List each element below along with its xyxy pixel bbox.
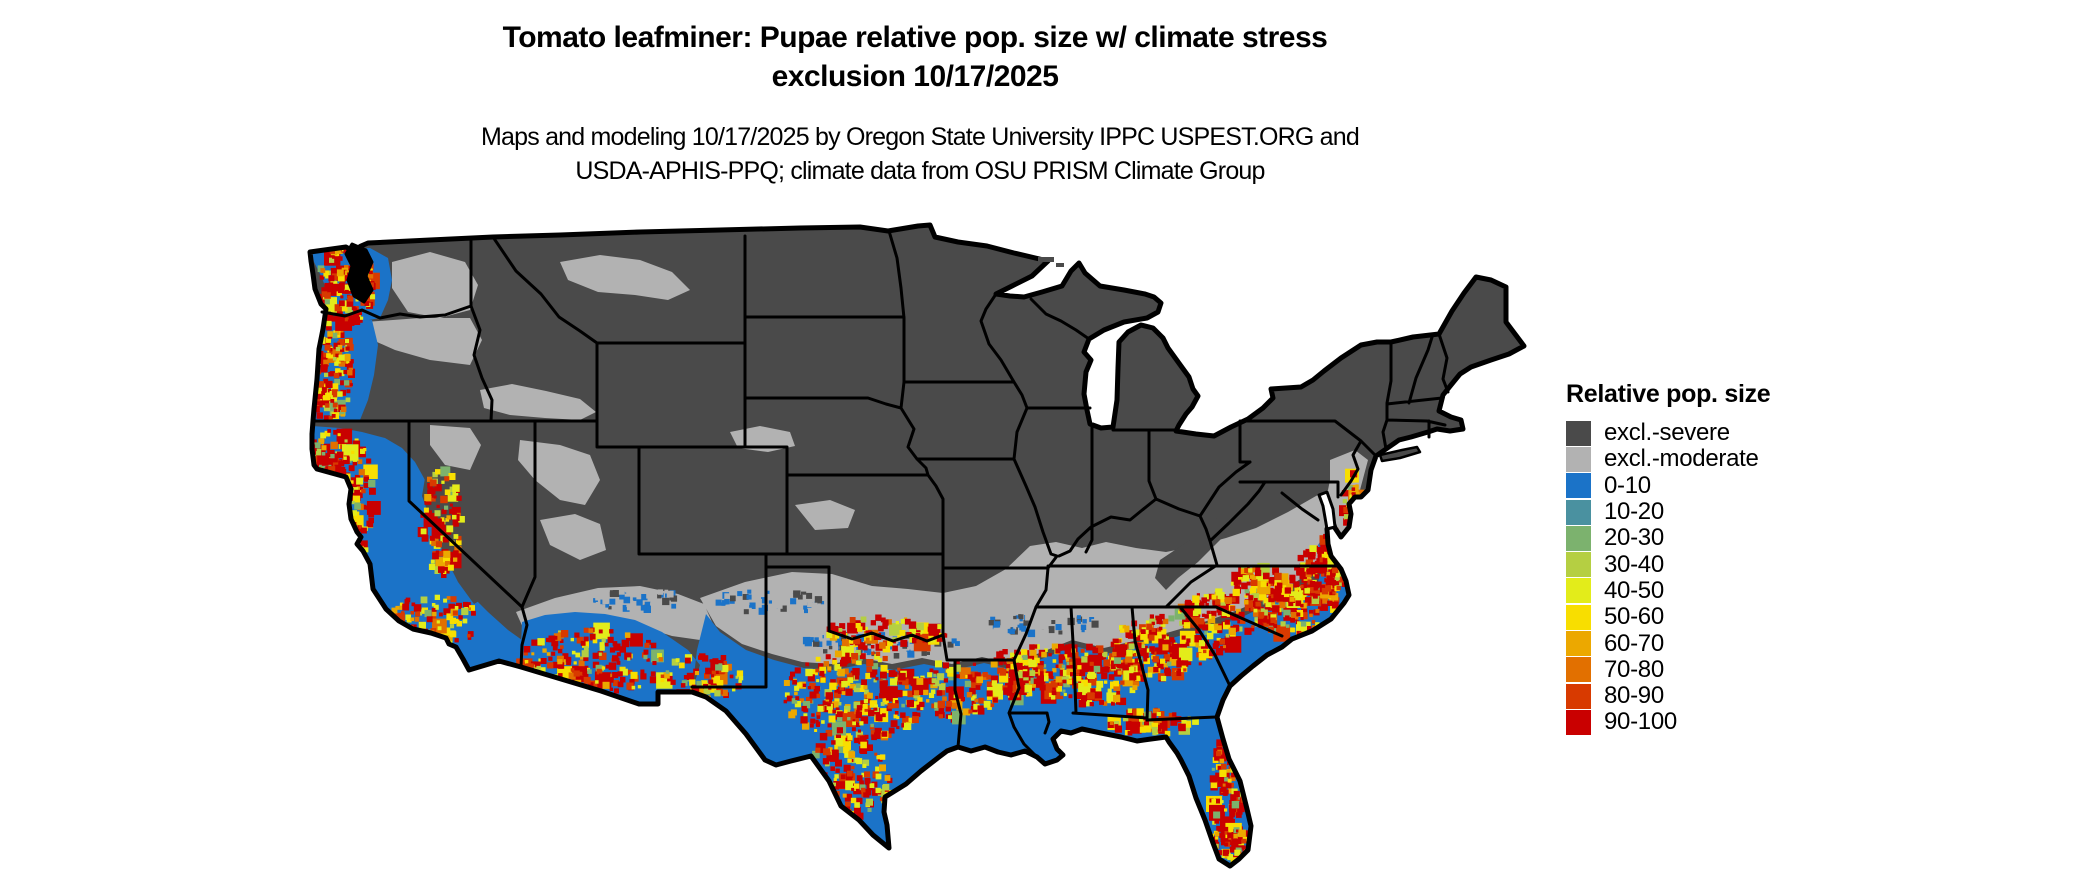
legend-swatch-p80 xyxy=(1566,683,1591,709)
legend: Relative pop. size excl.-severe excl.-mod… xyxy=(1566,380,1886,736)
region-low-population xyxy=(310,248,1349,866)
legend-label-p10: 10-20 xyxy=(1604,498,1664,526)
legend-label-p70: 70-80 xyxy=(1604,655,1664,683)
chesapeake-bay-water xyxy=(1317,490,1337,531)
legend-swatch-p50 xyxy=(1566,604,1591,630)
legend-swatch-p20 xyxy=(1566,525,1591,551)
apostle-islands xyxy=(1056,263,1064,267)
map-subtitle-line2: USDA-APHIS-PPQ; climate data from OSU PR… xyxy=(575,157,1265,185)
legend-swatch-p40 xyxy=(1566,578,1591,604)
legend-label-p0: 0-10 xyxy=(1604,471,1651,499)
state-borders xyxy=(311,229,1450,759)
legend-swatch-severe xyxy=(1566,420,1591,446)
isle-royale xyxy=(1038,257,1054,262)
legend-swatch-p60 xyxy=(1566,631,1591,657)
map-title-line1: Tomato leafminer: Pupae relative pop. si… xyxy=(502,21,1328,54)
legend-title: Relative pop. size xyxy=(1566,380,1771,408)
legend-row-severe: excl.-severe xyxy=(1566,419,1886,447)
map-title-line2: exclusion 10/17/2025 xyxy=(771,60,1059,93)
map-subtitle: Maps and modeling 10/17/2025 by Oregon S… xyxy=(0,120,1840,188)
legend-row-p90: 90-100 xyxy=(1566,708,1886,736)
map-subtitle-line1: Maps and modeling 10/17/2025 by Oregon S… xyxy=(481,123,1360,151)
legend-row-p40: 40-50 xyxy=(1566,576,1886,604)
legend-items: excl.-severe excl.-moderate 0-10 10-20 20-30… xyxy=(1566,419,1886,736)
legend-row-p30: 30-40 xyxy=(1566,550,1886,578)
legend-swatch-p70 xyxy=(1566,657,1591,683)
legend-label-p30: 30-40 xyxy=(1604,550,1664,578)
legend-label-p20: 20-30 xyxy=(1604,524,1664,552)
legend-label-p60: 60-70 xyxy=(1604,629,1664,657)
legend-row-p10: 10-20 xyxy=(1566,498,1886,526)
legend-swatch-p10 xyxy=(1566,499,1591,525)
legend-row-p70: 70-80 xyxy=(1566,655,1886,683)
legend-swatch-p0 xyxy=(1566,473,1591,499)
legend-label-p80: 80-90 xyxy=(1604,682,1664,710)
region-moderate xyxy=(365,252,1368,718)
legend-row-p20: 20-30 xyxy=(1566,524,1886,552)
legend-row-p0: 0-10 xyxy=(1566,471,1886,499)
us-outline-stroke xyxy=(307,222,1527,869)
long-island xyxy=(1378,445,1422,463)
legend-label-p90: 90-100 xyxy=(1604,708,1677,736)
legend-label-severe: excl.-severe xyxy=(1604,419,1730,447)
map-title: Tomato leafminer: Pupae relative pop. si… xyxy=(0,18,1830,96)
puget-sound-water xyxy=(344,242,374,304)
legend-swatch-p90 xyxy=(1566,709,1591,735)
legend-label-p50: 50-60 xyxy=(1604,603,1664,631)
legend-row-p50: 50-60 xyxy=(1566,603,1886,631)
legend-label-p40: 40-50 xyxy=(1604,576,1664,604)
legend-label-moderate: excl.-moderate xyxy=(1604,445,1759,473)
legend-swatch-p30 xyxy=(1566,552,1591,578)
legend-row-p60: 60-70 xyxy=(1566,629,1886,657)
legend-row-moderate: excl.-moderate xyxy=(1566,445,1886,473)
legend-row-p80: 80-90 xyxy=(1566,682,1886,710)
legend-swatch-moderate xyxy=(1566,446,1591,472)
